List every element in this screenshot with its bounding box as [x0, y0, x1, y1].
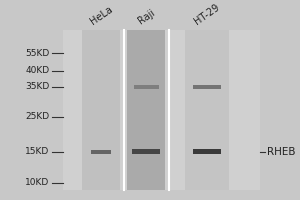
Bar — [134, 85, 159, 89]
Bar — [92, 150, 111, 154]
Text: RHEB: RHEB — [267, 147, 296, 157]
Bar — [185, 30, 229, 190]
Text: HeLa: HeLa — [88, 4, 114, 26]
Bar — [193, 85, 221, 89]
Bar — [63, 30, 260, 190]
Text: 10KD: 10KD — [25, 178, 49, 187]
Text: 55KD: 55KD — [25, 49, 49, 58]
Bar — [132, 149, 161, 154]
Bar — [82, 30, 120, 190]
Text: HT-29: HT-29 — [193, 2, 221, 26]
Text: Raji: Raji — [136, 8, 157, 26]
Text: 40KD: 40KD — [25, 66, 49, 75]
Text: 25KD: 25KD — [25, 112, 49, 121]
Bar — [128, 30, 165, 190]
Bar — [193, 149, 221, 154]
Text: 15KD: 15KD — [25, 147, 49, 156]
Text: 35KD: 35KD — [25, 82, 49, 91]
